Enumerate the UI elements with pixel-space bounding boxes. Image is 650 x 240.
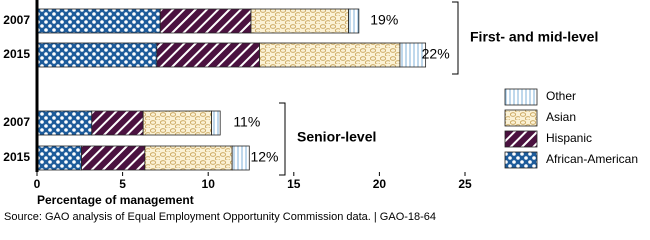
x-tick-label: 15 (287, 177, 301, 191)
legend-swatch (504, 151, 538, 169)
bar-segment (399, 42, 427, 68)
x-tick-label: 25 (458, 177, 472, 191)
x-axis-label: Percentage of management (37, 193, 194, 207)
x-tick-label: 5 (119, 177, 126, 191)
bar-segment (348, 8, 360, 34)
bar-segment (81, 145, 146, 171)
legend-label: Other (546, 89, 576, 103)
bar-segment (36, 110, 93, 136)
legend-label: African-American (546, 152, 638, 166)
bar-segment (211, 110, 221, 136)
group-bracket (452, 1, 459, 75)
total-label: 19% (370, 12, 398, 28)
bar-segment (159, 8, 252, 34)
bar-segment (36, 42, 158, 68)
bar-segment (259, 42, 401, 68)
total-label: 11% (233, 114, 260, 130)
legend-label: Hispanic (546, 131, 592, 145)
x-tick-label: 20 (373, 177, 387, 191)
legend-label: Asian (546, 110, 576, 124)
legend-swatch (504, 130, 538, 148)
bar-segment (142, 110, 213, 136)
legend-swatch (504, 109, 538, 127)
total-label: 22% (422, 46, 450, 62)
source: Source: GAO analysis of Equal Employment… (4, 211, 436, 223)
y-tick-label: 2007 (3, 115, 30, 129)
y-tick-label: 2015 (3, 150, 30, 164)
bar-segment (156, 42, 260, 68)
y-tick-label: 2007 (3, 13, 30, 27)
bar-segment (36, 145, 82, 171)
total-label: 12% (250, 149, 278, 165)
chart: Percentage of management Source: GAO ana… (3, 0, 638, 223)
bar-segment (231, 145, 250, 171)
bar-segment (36, 8, 161, 34)
bar-segment (91, 110, 144, 136)
bar-segment (144, 145, 233, 171)
legend-swatch (504, 88, 538, 106)
x-tick-label: 10 (202, 177, 216, 191)
y-tick-label: 2015 (3, 47, 30, 61)
group-bracket (279, 102, 286, 176)
x-tick-label: 0 (34, 177, 41, 191)
group-label: First- and mid-level (470, 29, 598, 45)
group-label: Senior-level (297, 129, 376, 145)
bar-segment (250, 8, 349, 34)
